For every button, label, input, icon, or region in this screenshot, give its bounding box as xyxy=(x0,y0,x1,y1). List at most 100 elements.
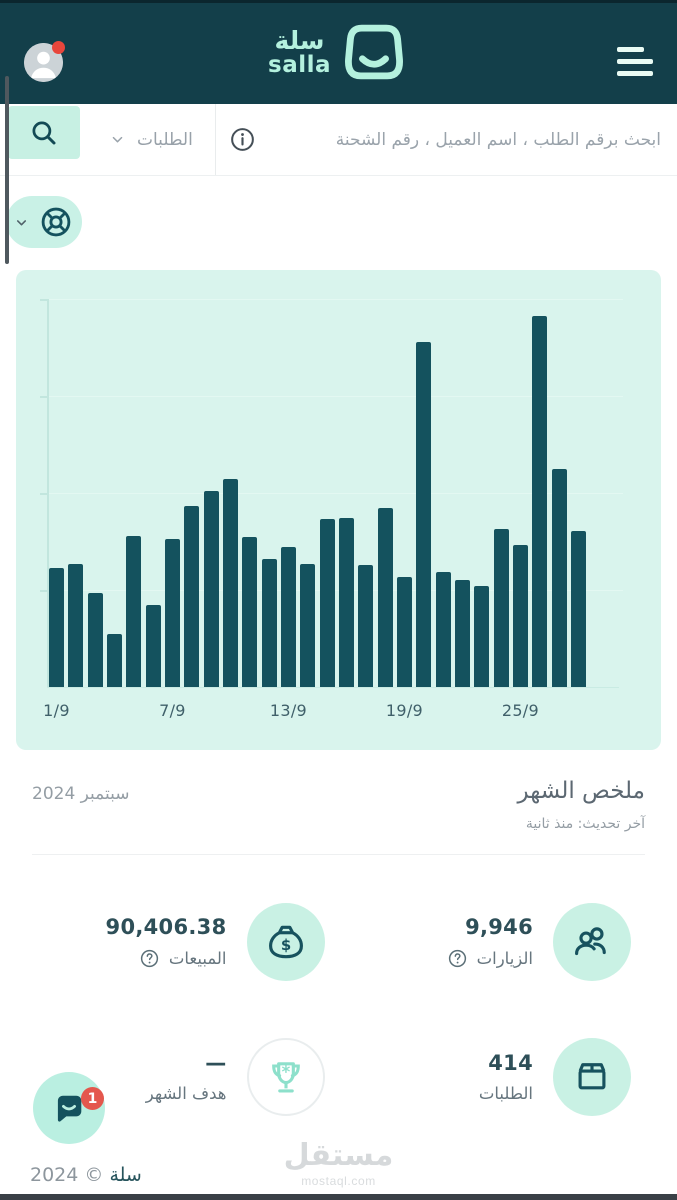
chart-x-tick-label: 1/9 xyxy=(43,701,70,720)
sales-chart: 1/9 7/9 13/9 19/9 25/9 xyxy=(16,270,661,750)
chart-bar-5/9 xyxy=(126,536,142,687)
user-avatar[interactable] xyxy=(24,41,65,82)
salla-logo: سلة salla xyxy=(268,22,409,82)
app-header: سلة salla xyxy=(0,0,677,104)
menu-button[interactable] xyxy=(617,47,655,76)
footer-year: © 2024 xyxy=(30,1164,104,1186)
search-scope-label: الطلبات xyxy=(137,129,193,150)
chart-x-tick-label: 25/9 xyxy=(501,701,539,720)
chart-bar-15/9 xyxy=(319,519,335,687)
help-widget[interactable] xyxy=(6,196,82,248)
chart-bar-12/9 xyxy=(261,559,277,687)
chart-bar-26/9 xyxy=(532,316,548,687)
chart-bar-25/9 xyxy=(512,545,528,687)
menu-bar xyxy=(617,47,644,52)
search-info-button[interactable] xyxy=(216,104,270,175)
chat-unread-badge: 1 xyxy=(81,1087,104,1110)
search-bar: الطلبات xyxy=(0,104,677,176)
chart-x-axis xyxy=(47,687,619,688)
stat-sales: $ 90,406.38 المبيعات xyxy=(32,903,339,981)
lifebuoy-support-icon xyxy=(41,207,71,237)
orders-value: 414 xyxy=(488,1051,533,1075)
chart-gridline xyxy=(49,396,623,397)
search-scope-dropdown[interactable]: الطلبات xyxy=(88,104,215,175)
money-bag-icon: $ xyxy=(268,925,303,959)
chart-gridline xyxy=(49,299,623,300)
chart-bar-21/9 xyxy=(435,572,451,687)
chart-bar-6/9 xyxy=(145,605,161,687)
brand-name-english: salla xyxy=(268,51,331,78)
package-box-icon xyxy=(578,1063,606,1090)
chart-x-tick-label: 13/9 xyxy=(269,701,308,720)
menu-bar xyxy=(617,59,653,64)
summary-divider xyxy=(32,854,645,855)
menu-bar xyxy=(617,71,653,76)
support-chat-button[interactable]: 1 xyxy=(33,1072,105,1144)
visits-label: الزيارات xyxy=(476,949,533,968)
chart-x-tick-label: 19/9 xyxy=(385,701,424,720)
summary-last-update: آخر تحديث: منذ ثانية xyxy=(525,816,645,832)
chart-bar-22/9 xyxy=(454,580,470,687)
orders-icon-circle xyxy=(553,1038,631,1116)
chart-bar-9/9 xyxy=(203,491,219,687)
chevron-down-icon xyxy=(112,136,123,143)
stat-orders: 414 الطلبات xyxy=(339,1038,646,1116)
orders-label: الطلبات xyxy=(478,1084,533,1103)
chart-bar-8/9 xyxy=(184,506,200,687)
chart-bar-3/9 xyxy=(87,593,103,687)
brand-name-arabic: سلة xyxy=(274,25,325,55)
chart-gridline xyxy=(49,590,623,591)
chart-bars xyxy=(49,316,586,687)
goal-icon-circle: * xyxy=(246,1038,325,1116)
chart-bar-10/9 xyxy=(222,479,238,687)
search-icon xyxy=(32,121,56,144)
chart-bar-4/9 xyxy=(106,634,122,687)
chart-bar-11/9 xyxy=(242,537,258,687)
month-summary-section: ملخص الشهر آخر تحديث: منذ ثانية سبتمبر 2… xyxy=(0,750,677,1194)
chart-y-tick xyxy=(40,590,48,592)
chart-bar-2/9 xyxy=(68,564,84,687)
chart-bar-20/9 xyxy=(416,342,432,687)
chart-bar-19/9 xyxy=(396,577,412,687)
search-divider xyxy=(214,104,216,175)
chart-bar-24/9 xyxy=(493,529,509,687)
notification-dot xyxy=(52,41,65,54)
chart-y-tick xyxy=(40,493,48,495)
salla-bag-icon xyxy=(345,24,403,80)
top-edge-strip xyxy=(0,0,677,3)
stat-visits: 9,946 الزيارات xyxy=(339,903,646,981)
chart-bar-7/9 xyxy=(164,539,180,687)
chart-y-tick xyxy=(40,299,48,301)
chart-bar-18/9 xyxy=(377,508,393,687)
visits-value: 9,946 xyxy=(465,915,533,939)
help-question-icon[interactable] xyxy=(447,948,468,969)
chart-bar-1/9 xyxy=(49,568,64,687)
chart-y-tick xyxy=(40,396,48,398)
svg-text:*: * xyxy=(281,1062,290,1081)
chart-gridline xyxy=(49,493,623,494)
goal-value: — xyxy=(205,1051,227,1075)
summary-period: سبتمبر 2024 xyxy=(32,784,130,804)
sales-value: 90,406.38 xyxy=(105,915,227,939)
help-question-icon[interactable] xyxy=(139,948,160,969)
stat-month-goal: * — هدف الشهر xyxy=(32,1038,339,1116)
chart-bar-17/9 xyxy=(358,565,374,687)
search-input[interactable] xyxy=(269,104,677,175)
footer-brand: سلة xyxy=(109,1164,142,1186)
sales-icon-circle: $ xyxy=(246,903,325,981)
chart-bar-27/9 xyxy=(551,469,567,687)
svg-text:$: $ xyxy=(280,936,290,954)
chart-x-tick-label: 7/9 xyxy=(159,701,186,720)
search-button[interactable] xyxy=(8,106,80,159)
chart-bar-23/9 xyxy=(474,586,490,687)
sales-label: المبيعات xyxy=(168,949,227,968)
footer-copyright: سلة © 2024 xyxy=(30,1164,142,1186)
visitors-icon xyxy=(575,927,606,956)
trophy-icon: * xyxy=(271,1062,300,1093)
chart-bar-16/9 xyxy=(338,518,354,687)
bottom-edge-strip xyxy=(0,1194,677,1200)
scrollbar-thumb[interactable] xyxy=(5,76,9,264)
chart-bar-14/9 xyxy=(300,564,316,687)
chevron-down-icon xyxy=(16,219,27,225)
chat-bubble-icon xyxy=(57,1095,82,1122)
